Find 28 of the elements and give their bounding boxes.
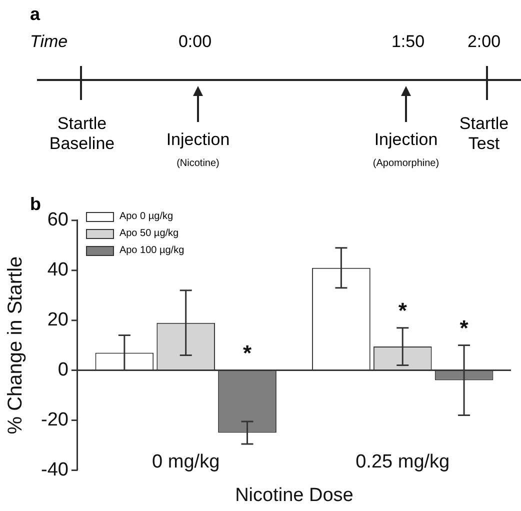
- text: (Nicotine): [176, 158, 220, 170]
- text: 1:50: [391, 32, 425, 51]
- legend-label: Apo 0 µg/kg: [119, 211, 174, 222]
- text: Injection: [165, 130, 231, 150]
- x-axis-title: Nicotine Dose: [235, 484, 354, 506]
- annotation: *: [398, 298, 408, 323]
- text: Startle Baseline: [48, 114, 116, 155]
- y-tick-label: -20: [40, 409, 68, 430]
- y-tick-label: 60: [47, 210, 68, 231]
- legend-label: Apo 100 µg/kg: [119, 245, 184, 256]
- text: 0:00: [177, 32, 213, 52]
- annotation: *: [242, 340, 252, 366]
- y-tick-label: 20: [47, 310, 68, 331]
- text: 2:00: [467, 32, 501, 51]
- y-tick-label: -40: [40, 459, 68, 480]
- chart-title: b: [30, 194, 41, 215]
- text: Time: [30, 32, 68, 52]
- legend-label: Apo 50 µg/kg: [119, 228, 179, 240]
- x-tick-label: 0 mg/kg: [152, 451, 220, 472]
- y-tick-label: 0: [58, 360, 68, 381]
- y-axis-title: % Change in Startle: [4, 256, 27, 434]
- x-tick-label: 0.25 mg/kg: [356, 451, 450, 472]
- annotation: *: [460, 315, 469, 340]
- text: Injection: [374, 130, 438, 149]
- y-tick-label: 40: [47, 260, 68, 281]
- text: (Apomorphine): [372, 158, 440, 170]
- text: Startle Test: [459, 114, 509, 154]
- text: a: [30, 4, 40, 25]
